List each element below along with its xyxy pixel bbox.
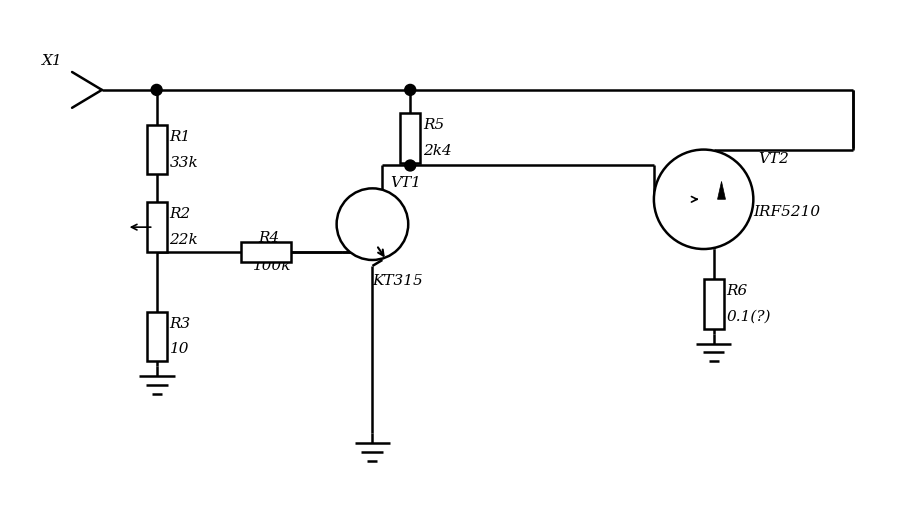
Circle shape (405, 161, 415, 172)
Text: R2: R2 (169, 207, 191, 221)
Text: 100k: 100k (253, 259, 292, 272)
Circle shape (405, 86, 415, 96)
Bar (147, 203, 167, 252)
Circle shape (654, 150, 753, 249)
Circle shape (151, 86, 162, 96)
Text: 2k4: 2k4 (423, 144, 452, 157)
Bar (147, 312, 167, 362)
Text: R4: R4 (258, 231, 279, 245)
Text: R3: R3 (169, 316, 191, 330)
Bar (400, 114, 420, 163)
Text: 33k: 33k (169, 155, 198, 169)
Bar (704, 279, 724, 329)
Circle shape (337, 189, 408, 261)
Text: VT1: VT1 (390, 176, 421, 190)
Text: 10: 10 (169, 342, 189, 356)
Text: X1: X1 (42, 54, 63, 68)
Text: 22k: 22k (169, 233, 198, 246)
Polygon shape (717, 182, 725, 200)
Text: R1: R1 (169, 129, 191, 144)
Text: IRF5210: IRF5210 (753, 205, 821, 219)
Text: R6: R6 (726, 283, 748, 297)
Text: R5: R5 (423, 118, 444, 131)
Text: 0.1(?): 0.1(?) (726, 309, 771, 323)
Bar (147, 125, 167, 175)
Text: KT315: KT315 (372, 273, 423, 287)
Text: VT2: VT2 (759, 151, 789, 165)
Bar (241, 243, 291, 263)
